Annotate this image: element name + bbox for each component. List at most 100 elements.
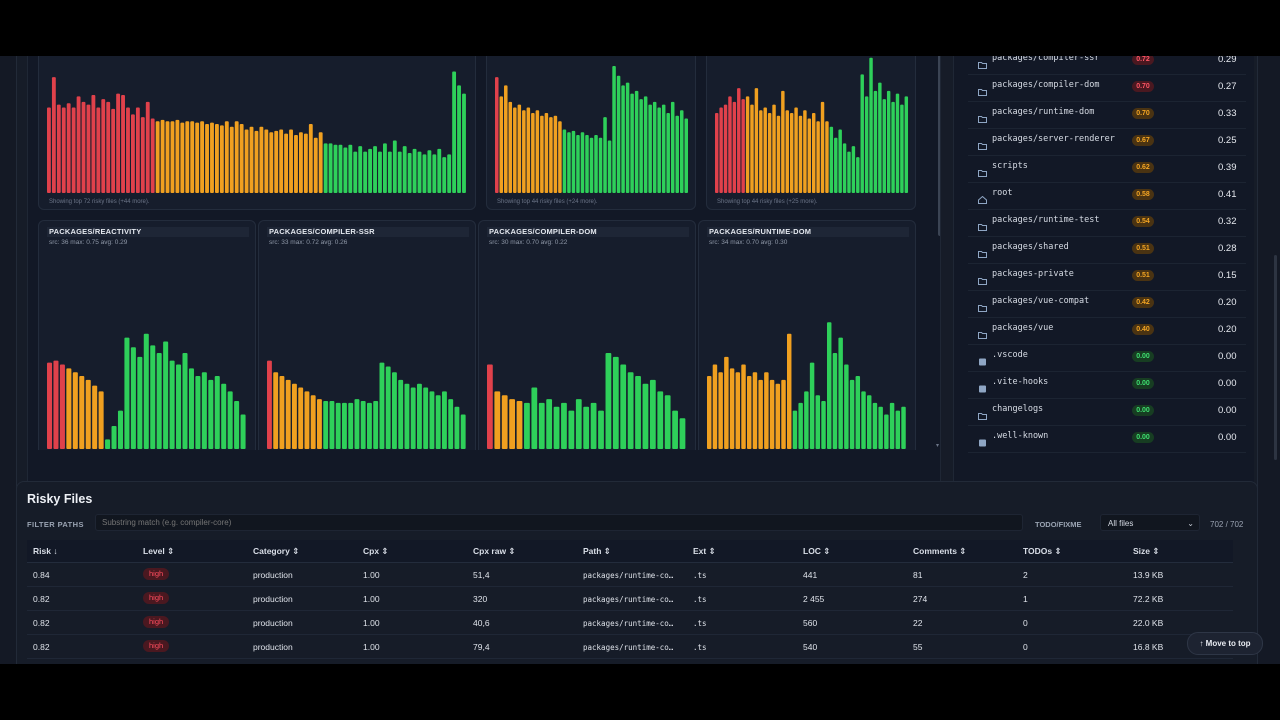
risk-bar[interactable] (787, 333, 792, 449)
risk-bar[interactable] (789, 112, 794, 193)
risk-bar[interactable] (627, 372, 634, 449)
risk-bar[interactable] (285, 379, 291, 449)
risk-bar[interactable] (267, 360, 272, 449)
risk-bar[interactable] (803, 110, 807, 193)
risk-bar[interactable] (745, 96, 750, 193)
risk-bar[interactable] (878, 406, 883, 449)
column-header[interactable]: Ext ⇕ (693, 546, 716, 556)
risk-bar[interactable] (878, 82, 882, 193)
risk-bar[interactable] (442, 157, 447, 193)
risk-bar[interactable] (423, 387, 429, 449)
risk-bar[interactable] (165, 121, 170, 193)
risk-bar[interactable] (66, 368, 72, 449)
risk-bar[interactable] (499, 96, 504, 193)
risk-bar[interactable] (432, 154, 437, 193)
column-header[interactable]: Size ⇕ (1133, 546, 1160, 556)
risk-bar[interactable] (66, 103, 71, 193)
risk-bar[interactable] (195, 122, 200, 193)
risk-bar[interactable] (240, 414, 246, 449)
column-header[interactable]: Cpx ⇕ (363, 546, 389, 556)
risk-bar[interactable] (792, 410, 798, 449)
risk-bar[interactable] (754, 88, 759, 193)
risk-bar[interactable] (289, 129, 293, 193)
risk-bar[interactable] (904, 96, 909, 193)
risk-bar[interactable] (210, 122, 214, 193)
risk-bar[interactable] (155, 121, 160, 193)
risk-bar[interactable] (785, 110, 789, 193)
directory-row[interactable]: packages/compiler-ssr 0.72 0.29 (968, 56, 1246, 75)
risk-bar[interactable] (851, 146, 856, 193)
risk-bar[interactable] (513, 107, 517, 193)
risk-bar[interactable] (457, 85, 461, 193)
charts-area[interactable]: Showing top 72 risky files (+44 more). S… (27, 56, 941, 519)
risk-bar[interactable] (294, 135, 298, 193)
table-row[interactable]: 0.82 high production 1.00 320 packages/runtim… (27, 587, 1233, 611)
directory-row[interactable]: .well-known 0.00 0.00 (968, 425, 1246, 453)
move-to-top-button[interactable]: ↑ Move to top (1187, 632, 1263, 655)
risk-bar[interactable] (487, 364, 493, 449)
risk-bar[interactable] (825, 121, 829, 193)
risk-bar[interactable] (358, 146, 363, 193)
risk-bar[interactable] (834, 137, 838, 193)
risk-bar[interactable] (670, 101, 675, 193)
risk-bar[interactable] (509, 399, 515, 449)
risk-bar[interactable] (269, 132, 274, 193)
risk-bar[interactable] (884, 414, 889, 449)
risk-bar[interactable] (398, 379, 404, 449)
risk-bar[interactable] (772, 104, 776, 193)
risk-bar[interactable] (891, 101, 895, 193)
risk-bar[interactable] (150, 118, 155, 193)
risk-bar[interactable] (163, 341, 169, 449)
risk-bar[interactable] (338, 144, 343, 193)
risk-bar[interactable] (820, 101, 825, 193)
risk-bar[interactable] (227, 391, 233, 449)
risk-bar[interactable] (882, 99, 886, 193)
risk-bar[interactable] (299, 132, 303, 193)
todo-filter-select[interactable]: All files ⌄ (1100, 514, 1200, 531)
risk-bar[interactable] (594, 135, 598, 193)
risk-bar[interactable] (126, 107, 130, 193)
risk-bar[interactable] (402, 146, 407, 193)
risk-bar[interactable] (429, 391, 435, 449)
directory-row[interactable]: packages/server-renderer 0.67 0.25 (968, 128, 1246, 156)
risk-bar[interactable] (205, 124, 209, 193)
risk-bar[interactable] (188, 368, 194, 449)
risk-bar[interactable] (279, 129, 284, 193)
column-header[interactable]: LOC ⇕ (803, 546, 831, 556)
directory-row[interactable]: packages/shared 0.51 0.28 (968, 236, 1246, 264)
risk-bar[interactable] (621, 85, 625, 193)
risk-bar[interactable] (76, 96, 81, 193)
risk-bar[interactable] (776, 115, 781, 193)
risk-bar[interactable] (131, 114, 135, 193)
risk-bar[interactable] (605, 353, 612, 449)
risk-bar[interactable] (180, 122, 185, 193)
risk-bar[interactable] (86, 104, 91, 193)
risk-bar[interactable] (385, 366, 391, 449)
risk-bar[interactable] (798, 115, 803, 193)
directory-row[interactable]: packages/runtime-test 0.54 0.32 (968, 209, 1246, 237)
risk-bar[interactable] (404, 383, 410, 449)
risk-bar[interactable] (642, 383, 649, 449)
risk-bar[interactable] (827, 322, 832, 449)
risk-bar[interactable] (308, 124, 313, 193)
risk-bar[interactable] (531, 387, 538, 449)
risk-bar[interactable] (649, 379, 656, 449)
risk-bar[interactable] (292, 383, 297, 449)
risk-bar[interactable] (143, 333, 149, 449)
risk-bar[interactable] (901, 406, 906, 449)
risk-bar[interactable] (407, 152, 412, 193)
risk-bar[interactable] (634, 90, 639, 193)
risk-bar[interactable] (679, 418, 686, 449)
risk-bar[interactable] (549, 117, 553, 193)
risk-bar[interactable] (427, 150, 432, 193)
risk-bar[interactable] (310, 395, 316, 449)
risk-bar[interactable] (442, 391, 447, 449)
risk-bar[interactable] (145, 101, 150, 193)
risk-bar[interactable] (383, 143, 387, 193)
risk-bar[interactable] (715, 112, 719, 193)
risk-bar[interactable] (546, 399, 553, 449)
risk-bar[interactable] (517, 104, 522, 193)
risk-bar[interactable] (412, 148, 417, 193)
risk-bar[interactable] (540, 115, 544, 193)
risk-bar[interactable] (603, 117, 607, 193)
